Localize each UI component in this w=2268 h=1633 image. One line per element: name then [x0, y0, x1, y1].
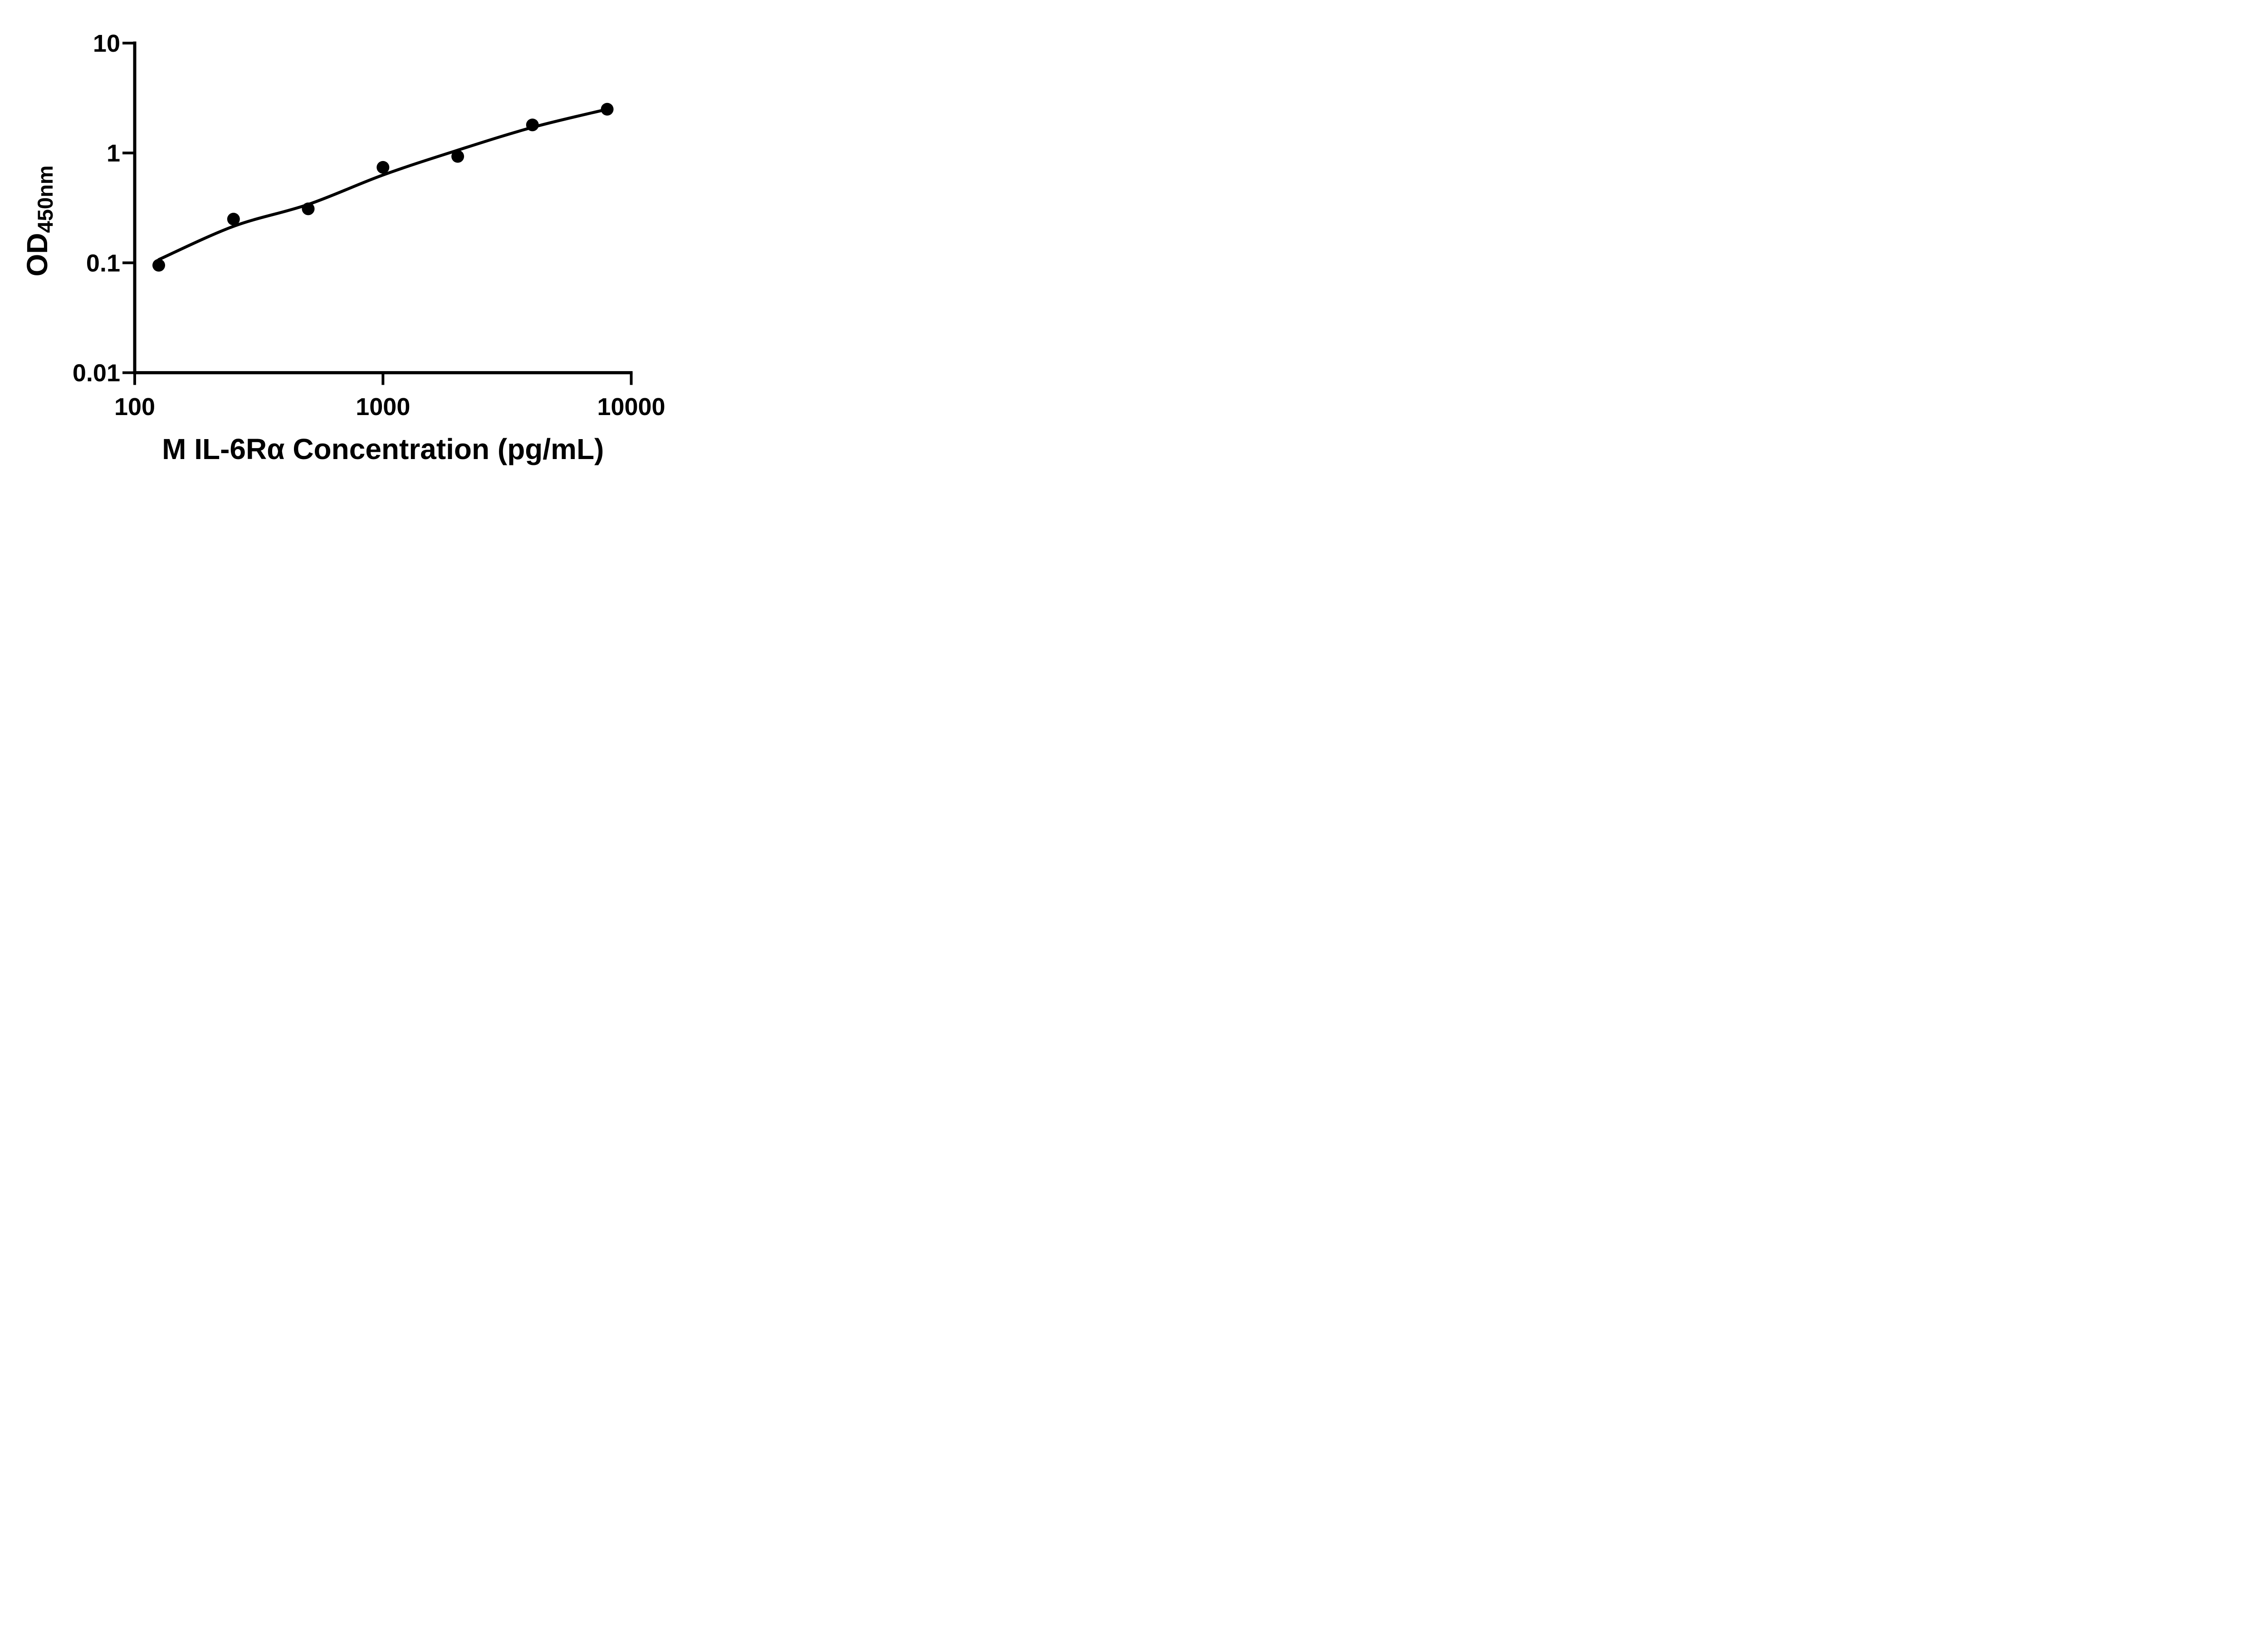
elisa-standard-curve-figure: 10 1 0.1 0.01 100 1000 10000 M IL-6Rα Co… [0, 0, 699, 490]
y-axis-tick-labels: 10 1 0.1 0.01 [73, 30, 120, 387]
data-points-layer [152, 103, 614, 272]
data-point [376, 161, 390, 174]
data-point [526, 118, 539, 132]
x-tick-label-1000: 1000 [356, 393, 410, 420]
x-axis-title: M IL-6Rα Concentration (pg/mL) [162, 433, 604, 465]
x-tick-label-10000: 10000 [597, 393, 665, 420]
y-tick-label-0.1: 0.1 [86, 249, 120, 277]
y-axis-title: OD450nm [21, 166, 57, 277]
axes [133, 41, 633, 375]
data-point [302, 202, 315, 215]
data-point [227, 213, 240, 225]
fit-curve-layer [157, 108, 609, 261]
y-axis-title-base: OD [21, 233, 54, 276]
x-tick-label-100: 100 [114, 393, 155, 420]
y-axis-title-subscript: 450nm [33, 166, 57, 233]
y-axis-ticks [122, 42, 135, 374]
fit-curve [157, 108, 609, 261]
y-tick-label-10: 10 [93, 30, 120, 57]
y-tick-label-0.01: 0.01 [73, 360, 120, 387]
y-tick-label-1: 1 [107, 140, 120, 167]
data-point [601, 103, 614, 116]
x-axis-ticks [133, 372, 633, 385]
x-axis-tick-labels: 100 1000 10000 [114, 393, 665, 420]
data-point [152, 259, 165, 272]
chart-canvas: 10 1 0.1 0.01 100 1000 10000 M IL-6Rα Co… [21, 30, 665, 465]
data-point [451, 150, 464, 163]
